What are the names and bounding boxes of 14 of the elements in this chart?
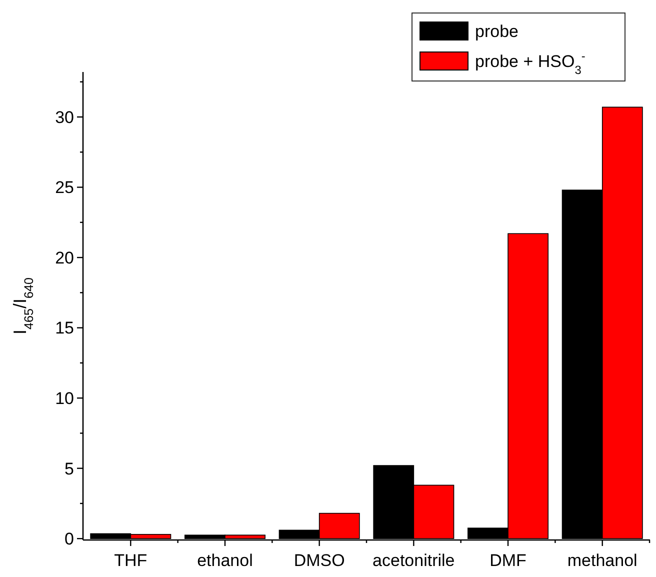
x-tick-label: ethanol [197,551,253,570]
y-tick-label: 25 [55,178,74,198]
x-tick-label: DMSO [294,551,345,570]
y-tick-label: 20 [55,248,74,268]
y-tick-label: 10 [55,389,74,408]
x-tick-label: acetonitrile [372,551,455,570]
y-tick-label: 5 [64,459,74,478]
y-tick-label: 30 [55,108,74,127]
y-tick-label: 15 [55,318,74,338]
legend-label: probe [475,22,518,41]
x-tick-label: DMF [490,551,526,570]
x-tick-label: THF [114,551,148,570]
x-tick-label: methanol [567,551,638,570]
y-tick-label: 0 [64,530,74,549]
